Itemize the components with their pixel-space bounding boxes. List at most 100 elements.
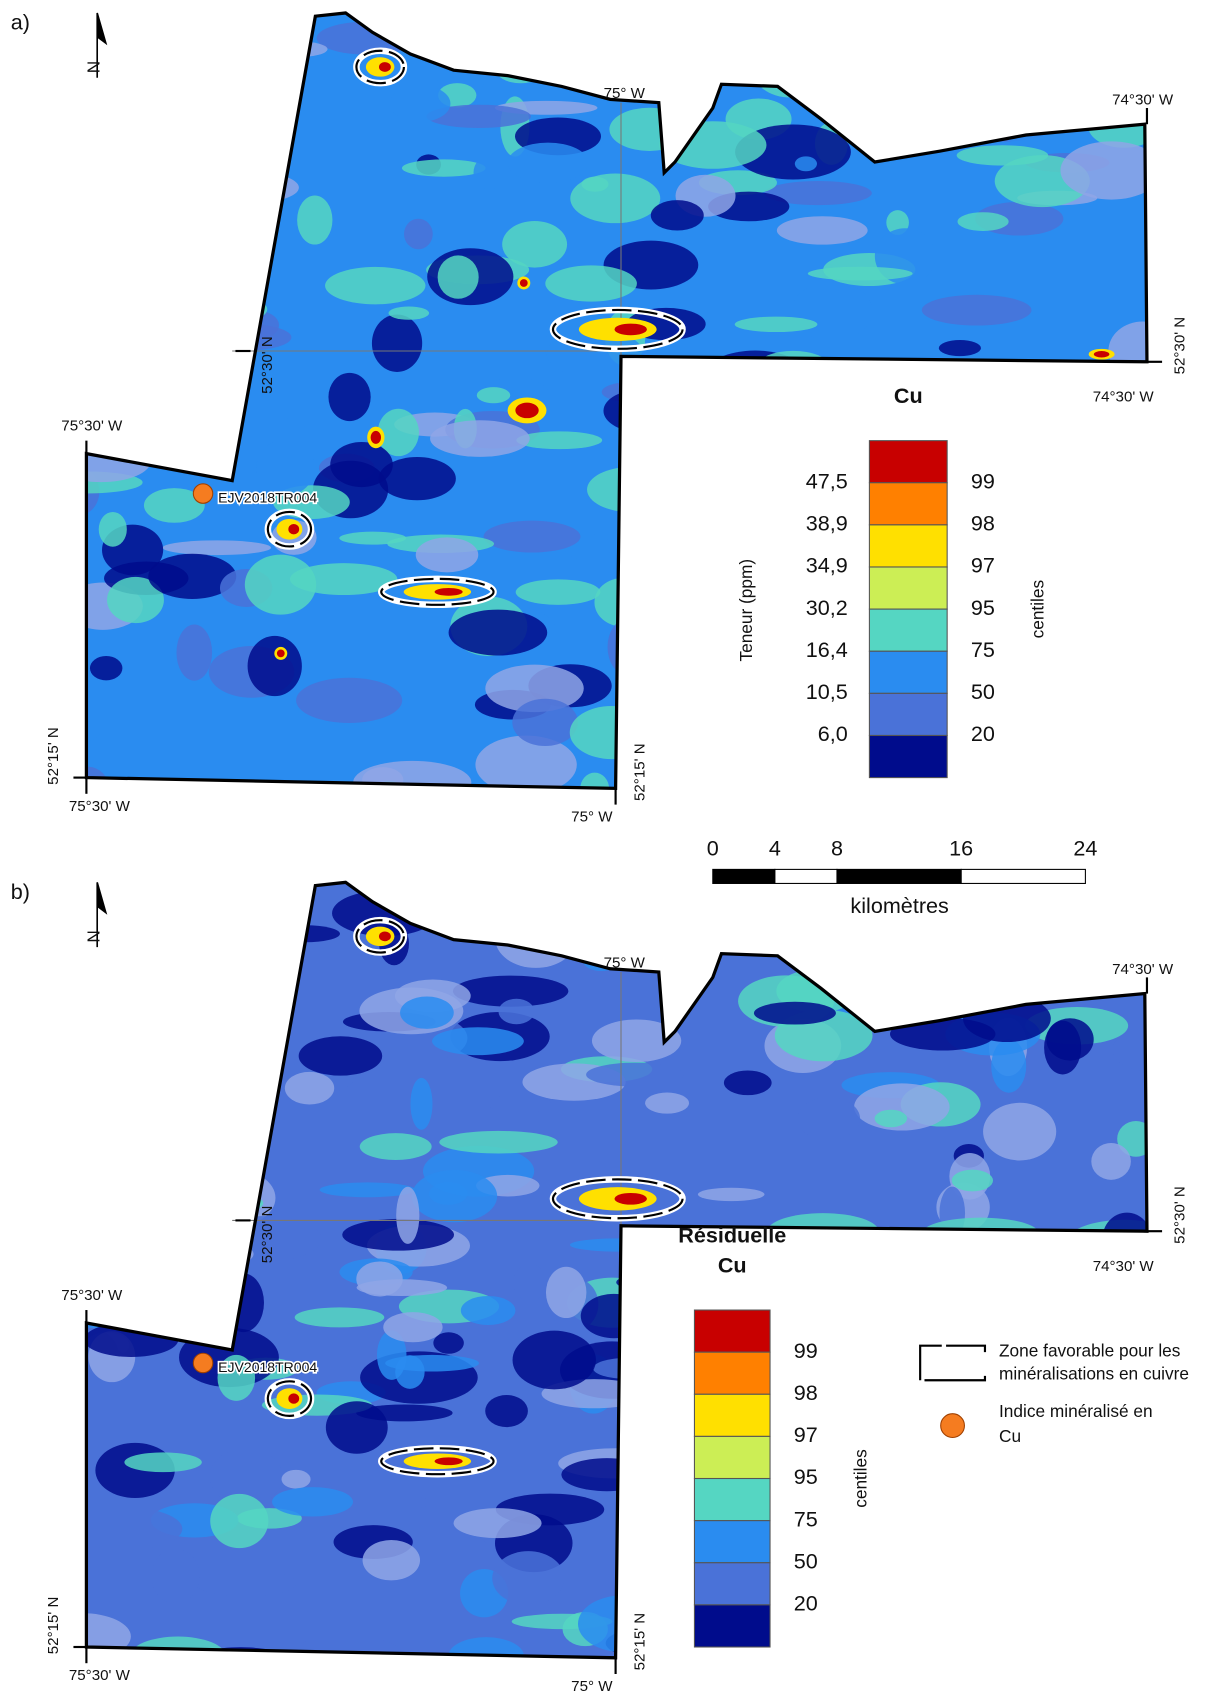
coord-label: 52°15' N (631, 1613, 648, 1671)
map-texture (1052, 12, 1088, 23)
map-texture (483, 520, 581, 553)
map-texture (476, 387, 511, 404)
map-texture (507, 882, 535, 902)
map-texture (256, 439, 315, 496)
map-texture (815, 1532, 927, 1574)
map-texture (957, 51, 1009, 94)
north-arrow (96, 12, 108, 78)
map-texture (1086, 749, 1114, 767)
map-texture (929, 1465, 1043, 1509)
map-texture (170, 1043, 228, 1071)
legend-swatch (868, 734, 948, 779)
map-texture (889, 1017, 996, 1051)
map-texture (826, 1443, 944, 1497)
map-texture (1091, 1143, 1131, 1180)
map-texture (564, 532, 678, 565)
map-texture (197, 109, 225, 146)
coord-label: 52°15' N (45, 1597, 62, 1655)
legend-value: 47,5 (806, 468, 848, 493)
map-texture (401, 159, 486, 177)
map-texture (921, 1579, 971, 1603)
map-texture (148, 553, 237, 599)
legend-value: 10,5 (806, 679, 848, 704)
map-texture (922, 1217, 1039, 1249)
legend-title: Cu (894, 383, 923, 408)
map-texture (553, 887, 634, 920)
map-texture (1020, 12, 1127, 43)
zone-outline (551, 1178, 684, 1220)
legend-title: Résiduelle (678, 1222, 786, 1247)
coord-label: 74°30' W (1112, 91, 1174, 108)
coord-label: 52°30' N (1171, 1186, 1188, 1244)
map-texture (86, 1507, 183, 1551)
map-texture (191, 90, 253, 106)
map-texture (666, 464, 690, 484)
map-texture (1006, 92, 1076, 106)
key-point-icon (940, 1413, 965, 1439)
map-texture (620, 595, 735, 632)
map-texture (512, 1264, 548, 1301)
coord-label: 52°15' N (45, 727, 62, 785)
map-texture (957, 212, 1009, 231)
coord-label: 75° W (571, 809, 613, 826)
legend-value: 34,9 (806, 553, 848, 578)
map-texture (432, 1027, 524, 1056)
zone-core (288, 524, 300, 535)
map-texture (594, 578, 652, 627)
map-texture (140, 967, 257, 983)
map-texture (443, 509, 489, 534)
legend-swatch (868, 440, 948, 484)
map-texture (919, 1496, 1021, 1528)
key-point-label: Cu (999, 1426, 1021, 1446)
map-texture (86, 433, 168, 447)
map-texture (163, 946, 189, 987)
map-texture (119, 1066, 177, 1102)
map-texture (752, 40, 829, 98)
zone-core (378, 62, 391, 72)
map-texture (842, 1634, 883, 1658)
legend-centiles-label: centiles (1028, 579, 1048, 638)
map-texture (1111, 929, 1136, 962)
map-panel: EJV2018TR004 a) N 75° W 74°30' W 52°30' N 52°3… (11, 9, 1189, 826)
map-texture (210, 1493, 269, 1549)
legend-swatch (693, 1477, 771, 1522)
map-texture (448, 609, 548, 656)
legend-centile: 97 (971, 553, 995, 578)
map-texture (437, 255, 479, 299)
map-texture (86, 1000, 114, 1038)
panel-label: b) (11, 879, 30, 904)
zone-outline (380, 577, 495, 606)
map-texture (247, 635, 302, 697)
map-texture (460, 1295, 516, 1325)
zone-core (434, 587, 463, 596)
map-texture (171, 896, 281, 916)
map-texture (985, 1255, 1087, 1280)
legend-swatch (693, 1309, 771, 1353)
scale-unit: kilomètres (850, 893, 949, 918)
map-texture (507, 142, 589, 184)
key-zone-icon (919, 1344, 987, 1382)
map-texture (965, 973, 1058, 1002)
map-texture (95, 197, 167, 237)
map-texture (86, 12, 184, 34)
map-texture (646, 1473, 680, 1496)
map-texture (410, 1077, 433, 1130)
map-texture (151, 1548, 200, 1604)
map-texture (949, 506, 1066, 534)
map-texture (1067, 1515, 1147, 1561)
legend-swatch (868, 524, 948, 568)
map-texture (485, 1394, 528, 1428)
coord-label: 52°30' N (259, 1206, 276, 1264)
map-texture (989, 626, 1032, 667)
north-label: N (84, 930, 104, 942)
map-texture (495, 909, 577, 968)
map-texture (100, 103, 131, 122)
map-texture (971, 66, 1046, 99)
legend-centile: 50 (794, 1548, 818, 1573)
legend-swatch (693, 1562, 771, 1606)
map-outline (84, 880, 1149, 1660)
scale-tick-label: 16 (949, 836, 973, 861)
map-texture (1117, 1484, 1147, 1544)
map-texture (1011, 724, 1079, 777)
